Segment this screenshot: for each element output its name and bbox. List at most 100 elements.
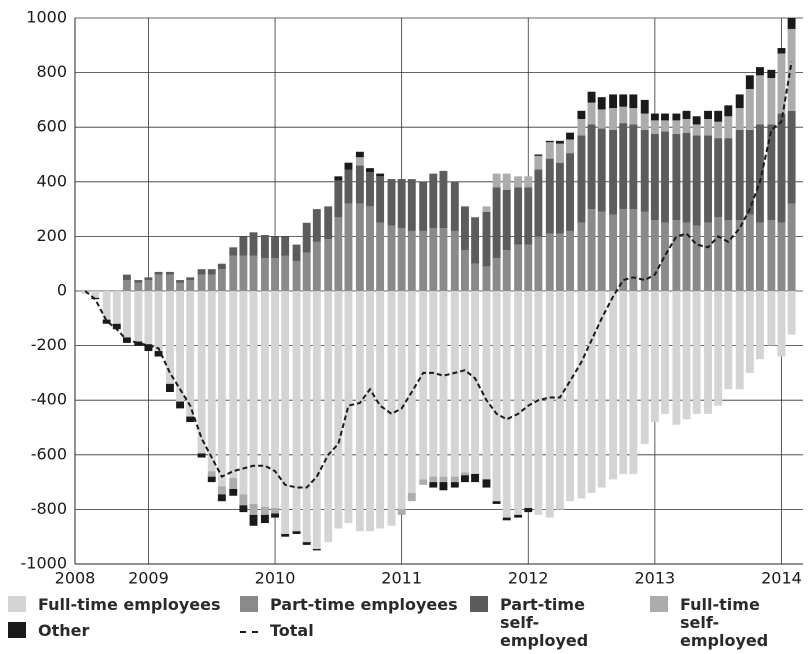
bar-segment (629, 291, 638, 474)
bar-segment (555, 143, 564, 163)
bar-segment (166, 383, 174, 393)
y-tick-label: 400 (36, 171, 67, 190)
bar-segment (260, 291, 269, 507)
bar-segment (334, 217, 343, 291)
y-tick-label: 1000 (26, 8, 67, 27)
bar-segment (502, 173, 511, 190)
legend-swatch (8, 596, 26, 612)
bar-segment (176, 291, 185, 402)
bar-segment (376, 291, 385, 529)
bar-segment (545, 158, 554, 234)
bar-segment (714, 138, 723, 218)
bar-segment (514, 244, 523, 291)
bar-segment (587, 124, 596, 210)
bar-segment (461, 475, 469, 483)
bar-segment (366, 291, 374, 532)
bar-segment (471, 263, 480, 291)
bar-segment (640, 99, 649, 114)
bar-segment (704, 119, 712, 136)
bar-segment (122, 291, 131, 338)
y-tick-label: 600 (36, 117, 67, 136)
bar-segment (271, 513, 279, 518)
bar-segment (545, 233, 554, 291)
bar-segment (429, 228, 438, 291)
bar-segment (566, 153, 574, 231)
bar-segment (692, 135, 701, 226)
bar-segment (597, 128, 606, 212)
bar-segment (682, 119, 691, 133)
bar-segment (292, 291, 301, 532)
bar-segment (376, 173, 385, 177)
bar-segment (735, 94, 744, 109)
bar-segment (609, 94, 618, 109)
bar-segment (534, 155, 543, 170)
bar-segment (735, 220, 744, 291)
bar-segment (344, 162, 353, 170)
bar-segment (154, 274, 163, 291)
legend-swatch (650, 596, 668, 612)
bar-segment (756, 124, 764, 223)
bar-segment (134, 282, 143, 291)
bar-segment (577, 135, 586, 223)
bar-segment (777, 48, 786, 54)
bar-segment (609, 129, 618, 215)
bar-segment (629, 209, 638, 291)
bar-segment (492, 291, 501, 502)
legend-swatch (240, 596, 258, 612)
bar-segment (471, 473, 480, 483)
bar-segment (281, 255, 290, 291)
bar-segment (334, 180, 343, 218)
bar-segment (471, 217, 480, 264)
bar-segment (344, 203, 353, 291)
legend-swatch (470, 596, 488, 612)
y-tick-label: 800 (36, 62, 67, 81)
bar-segment (482, 291, 491, 480)
legend-label: Total (270, 621, 314, 640)
bar-segment (229, 247, 238, 256)
bar-segment (704, 222, 712, 291)
bar-segment (777, 113, 786, 223)
bar-segment (239, 494, 248, 506)
bar-segment (461, 472, 469, 476)
bar-segment (482, 206, 491, 212)
bar-segment (102, 319, 111, 324)
bar-segment (587, 291, 596, 494)
bar-segment (461, 250, 469, 291)
bar-segment (692, 116, 701, 125)
bar-segment (134, 291, 143, 342)
bar-segment (450, 181, 459, 231)
x-tick-label: 2008 (55, 569, 96, 588)
bar-segment (756, 291, 764, 360)
bar-segment (745, 88, 754, 130)
bar-segment (502, 250, 511, 291)
bar-segment (239, 236, 248, 256)
bar-segment (482, 479, 491, 488)
bar-segment (302, 222, 311, 253)
bar-segment (609, 291, 618, 480)
legend-label: Full-time employees (38, 595, 221, 614)
bar-segment (271, 236, 279, 259)
bar-segment (704, 110, 712, 120)
bar-segment (166, 274, 174, 291)
bar-segment (186, 416, 195, 423)
chart: -1000 -800 -600 -400 -200 0 200 400 600 800 1000 20… (21, 8, 803, 588)
bar-segment (281, 236, 290, 256)
bar-segment (217, 486, 226, 495)
bar-segment (619, 291, 628, 474)
bar-segment (439, 482, 448, 491)
bar-segment (249, 291, 258, 504)
bar-segment (735, 291, 744, 390)
bar-segment (355, 165, 364, 204)
bar-segment (577, 222, 586, 291)
bar-segment (566, 132, 574, 140)
bar-segment (756, 222, 764, 291)
bar-segment (714, 110, 723, 122)
bar-segment (502, 189, 511, 251)
bar-segment (555, 162, 564, 234)
bar-segment (514, 187, 523, 245)
bar-segment (144, 280, 153, 291)
bar-segment (672, 120, 681, 135)
bar-segment (207, 476, 216, 483)
bar-segment (197, 291, 206, 454)
bar-segment (767, 124, 776, 221)
